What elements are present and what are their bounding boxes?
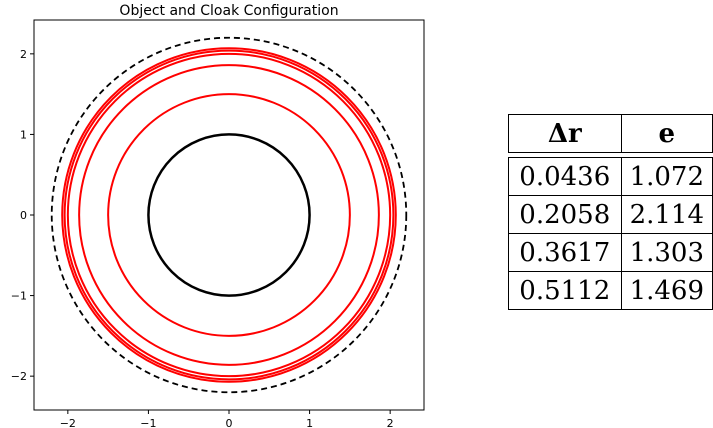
y-tick-label: 2: [20, 48, 27, 61]
cell-dr: 0.5112: [508, 272, 622, 310]
object-circle: [147, 133, 311, 297]
cloak-circle-3: [66, 52, 392, 378]
y-tick-label: 1: [20, 128, 27, 141]
cell-dr: 0.0436: [508, 157, 622, 196]
y-tick-label: −2: [11, 370, 27, 383]
cloak-circle-2: [78, 64, 380, 366]
plot-frame: [33, 19, 425, 411]
table-row: 0.0436 1.072: [508, 157, 713, 196]
x-tick-label: 0: [226, 417, 233, 428]
cell-dr: 0.3617: [508, 234, 622, 272]
cell-e: 1.072: [621, 157, 713, 196]
table-header-row: Δr e: [508, 114, 713, 153]
cell-e: 1.469: [621, 272, 713, 310]
x-tick-label: 1: [306, 417, 313, 428]
y-tick-label: −1: [11, 290, 27, 303]
cell-e: 1.303: [621, 234, 713, 272]
cloak-circle-1: [107, 93, 351, 337]
chart-title: Object and Cloak Configuration: [119, 3, 338, 19]
boundary-dashed-circle: [50, 36, 408, 394]
cloak-circle-4: [63, 49, 395, 381]
x-tick-label: 2: [387, 417, 394, 428]
y-tick-label: 0: [20, 209, 27, 222]
x-tick-label: −2: [60, 417, 76, 428]
results-table: Δr e 0.0436 1.072 0.2058 2.114 0.3617 1.…: [508, 114, 713, 310]
x-tick-label: −1: [140, 417, 156, 428]
cloak-circle-5: [61, 47, 397, 383]
table-row: 0.3617 1.303: [508, 234, 713, 272]
table-row: 0.2058 2.114: [508, 196, 713, 234]
results-table-container: Δr e 0.0436 1.072 0.2058 2.114 0.3617 1.…: [508, 114, 713, 310]
cell-e: 2.114: [621, 196, 713, 234]
table-row: 0.5112 1.469: [508, 272, 713, 310]
table-header-dr: Δr: [508, 114, 622, 153]
cell-dr: 0.2058: [508, 196, 622, 234]
plot-figure: Object and Cloak Configuration −2 −1 0 1 2 −2 −…: [11, 3, 425, 428]
table-header-e: e: [621, 114, 713, 153]
